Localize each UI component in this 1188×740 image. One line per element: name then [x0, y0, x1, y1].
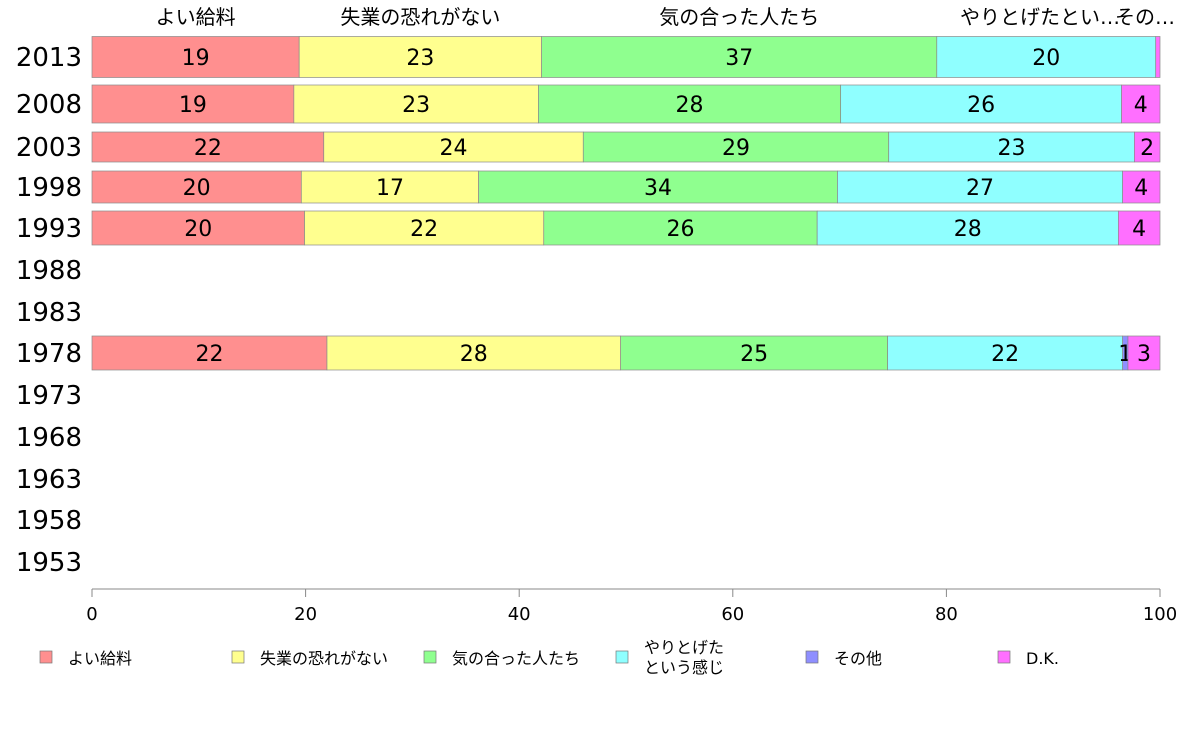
year-label: 1983 [16, 298, 82, 328]
x-tick-label: 100 [1143, 604, 1177, 625]
legend-swatch [423, 650, 437, 664]
bar-value-label: 23 [402, 93, 430, 118]
bar-segment [1127, 335, 1161, 371]
bar-segment [1134, 131, 1161, 163]
bar-value-label: 4 [1134, 176, 1148, 201]
bar-segment [91, 84, 295, 124]
bar-value-label: 19 [179, 93, 207, 118]
bar-segment [541, 36, 938, 78]
year-label: 1998 [16, 173, 82, 203]
bar-value-label: 22 [194, 136, 222, 161]
year-label: 1978 [16, 339, 82, 369]
bar-value-label: 25 [740, 342, 768, 367]
x-tick-label: 20 [294, 604, 317, 625]
bar-segment [582, 131, 890, 163]
bar-segment [620, 335, 889, 371]
bar-segment [1155, 36, 1161, 78]
bar-segment [298, 36, 542, 78]
bar-segment [840, 84, 1122, 124]
x-tick-label: 60 [721, 604, 744, 625]
bar-value-label: 27 [966, 176, 994, 201]
bar-value-label: 17 [376, 176, 404, 201]
bar-value-label: 3 [1137, 342, 1151, 367]
top-category-label: 失業の恐れがない [340, 5, 500, 29]
bar-segment [91, 335, 328, 371]
year-label: 2008 [16, 90, 82, 120]
legend-label: という感じ [644, 658, 724, 677]
bar-segment [304, 210, 545, 246]
top-category-label: やりとげたとい… [960, 5, 1120, 29]
bar-value-label: 2 [1140, 136, 1154, 161]
x-tick-label: 80 [935, 604, 958, 625]
year-label: 2003 [16, 133, 82, 163]
bar-segment [887, 335, 1123, 371]
legend-swatch [231, 650, 245, 664]
bar-value-label: 26 [666, 217, 694, 242]
bar-value-label: 29 [722, 136, 750, 161]
bar-value-label: 34 [644, 176, 672, 201]
bar-segment [1122, 170, 1161, 204]
legend-label: よい給料 [68, 649, 132, 668]
bar-segment [91, 131, 325, 163]
top-category-label: よい給料 [156, 5, 236, 29]
legend-label: D.K. [1026, 649, 1059, 668]
bar-segment [538, 84, 842, 124]
legend-label: 失業の恐れがない [260, 649, 388, 668]
legend-swatch [997, 650, 1011, 664]
bar-value-label: 20 [183, 176, 211, 201]
bar-segment [91, 36, 300, 78]
bar-segment [293, 84, 539, 124]
bar-value-label: 37 [725, 46, 753, 71]
bar-value-label: 23 [998, 136, 1026, 161]
bar-value-label: 22 [195, 342, 223, 367]
bar-segment [1117, 210, 1161, 246]
top-category-label: 気の合った人たち [659, 5, 819, 29]
top-category-label: その… [1115, 5, 1175, 29]
bar-value-label: 4 [1132, 217, 1146, 242]
year-label: 1973 [16, 381, 82, 411]
bar-value-label: 22 [991, 342, 1019, 367]
legend-label: その他 [834, 649, 882, 668]
x-tick-label: 0 [86, 604, 97, 625]
bar-value-label: 28 [954, 217, 982, 242]
bar-segment [936, 36, 1157, 78]
bar-segment [1121, 84, 1161, 124]
x-tick-label: 40 [508, 604, 531, 625]
bar-value-label: 26 [967, 93, 995, 118]
bar-value-label: 19 [182, 46, 210, 71]
year-label: 1958 [16, 506, 82, 536]
year-label: 1988 [16, 256, 82, 286]
year-label: 1963 [16, 465, 82, 495]
bar-segment [91, 210, 305, 246]
legend-label: 気の合った人たち [452, 649, 580, 668]
bar-value-label: 22 [410, 217, 438, 242]
year-label: 1993 [16, 214, 82, 244]
bar-segment [543, 210, 818, 246]
bar-segment [300, 170, 479, 204]
year-label: 1953 [16, 548, 82, 578]
bar-segment [816, 210, 1119, 246]
year-label: 1968 [16, 423, 82, 453]
bar-segment [837, 170, 1123, 204]
bar-value-label: 24 [440, 136, 468, 161]
year-label: 2013 [16, 43, 82, 73]
legend-label: やりとげた [644, 638, 724, 657]
bar-value-label: 23 [406, 46, 434, 71]
bar-segment [478, 170, 838, 204]
bar-value-label: 28 [676, 93, 704, 118]
bar-value-label: 20 [1032, 46, 1060, 71]
legend-swatch [39, 650, 53, 664]
bar-value-label: 28 [460, 342, 488, 367]
bar-segment [888, 131, 1135, 163]
legend-swatch [805, 650, 819, 664]
bar-value-label: 4 [1134, 93, 1148, 118]
bar-value-label: 20 [184, 217, 212, 242]
legend-swatch [615, 650, 629, 664]
